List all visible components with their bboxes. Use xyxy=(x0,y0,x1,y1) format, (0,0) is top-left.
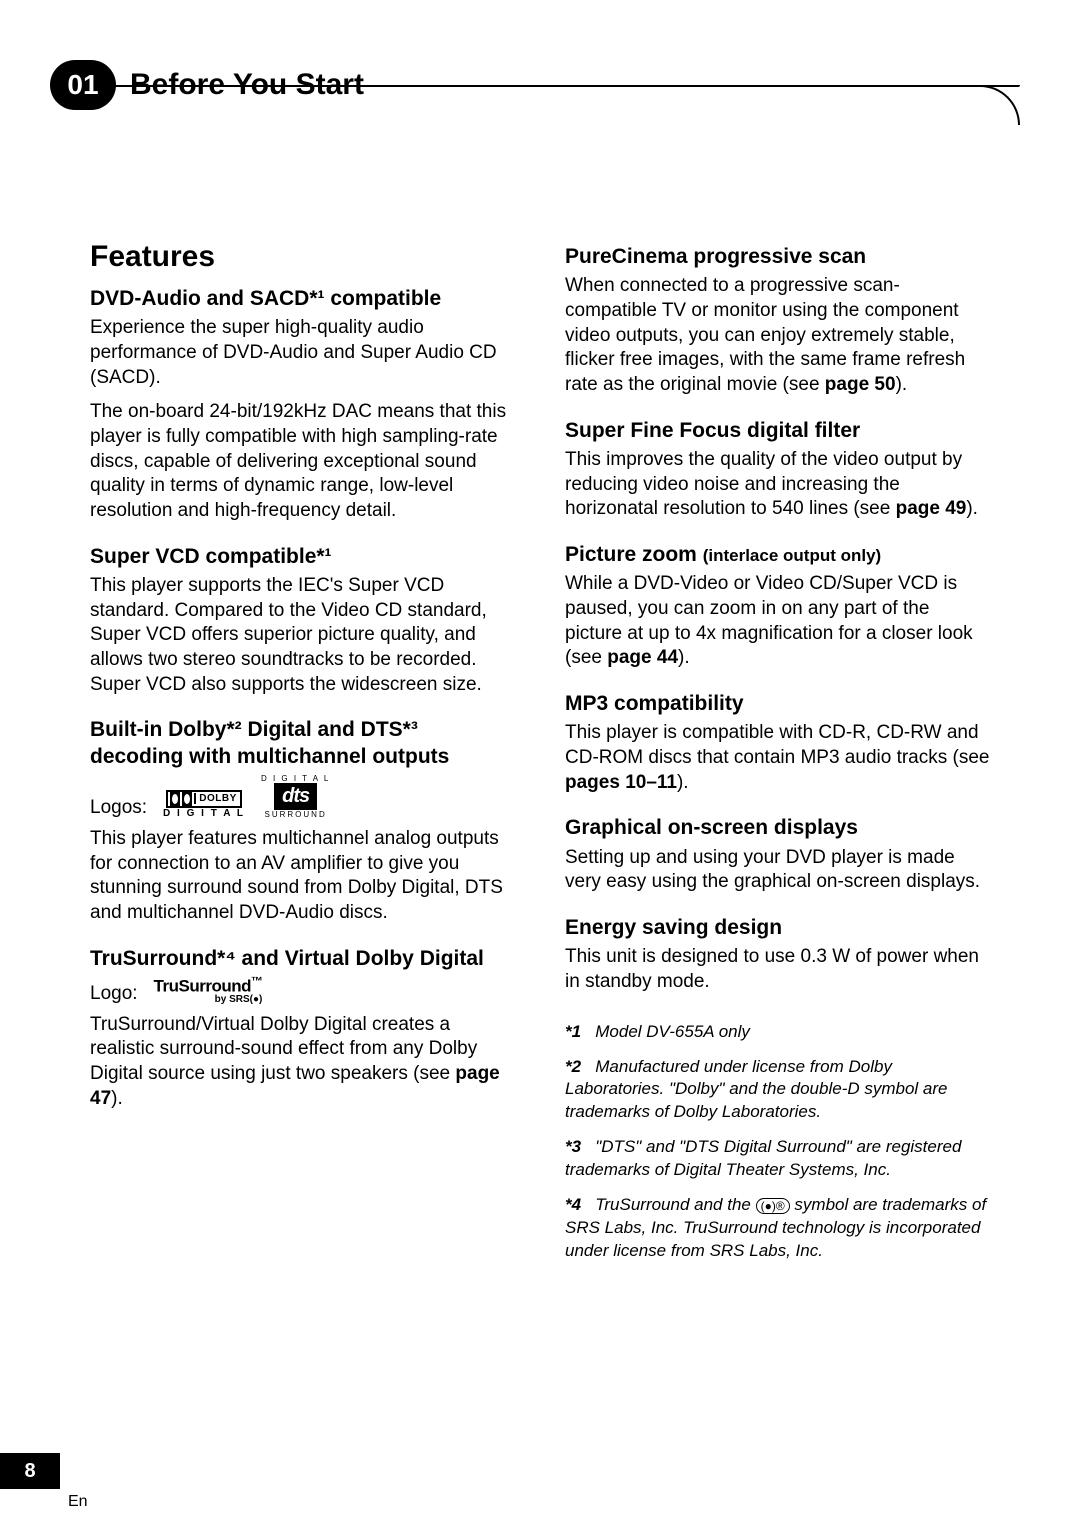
page-ref: page 50 xyxy=(825,374,896,395)
section-heading: Features xyxy=(90,240,515,274)
body-text: The on-board 24-bit/192kHz DAC means tha… xyxy=(90,400,515,523)
logos-row: Logos: DOLBY D I G I T A L D I G I T A L… xyxy=(90,774,515,819)
feature-heading-energy: Energy saving design xyxy=(565,915,990,941)
footnote-1: *1 Model DV-655A only xyxy=(565,1021,990,1044)
body-text: This player features multichannel analog… xyxy=(90,827,515,926)
chapter-header: 01 Before You Start xyxy=(90,60,990,120)
body-text: This player supports the IEC's Super VCD… xyxy=(90,574,515,697)
logos-label: Logos: xyxy=(90,797,147,819)
dts-text: dts xyxy=(274,783,317,810)
feature-heading-zoom: Picture zoom (interlace output only) xyxy=(565,542,990,568)
right-column: PureCinema progressive scan When connect… xyxy=(565,240,990,1275)
footnotes: *1 Model DV-655A only *2 Manufactured un… xyxy=(565,1021,990,1263)
dts-top-text: D I G I T A L xyxy=(261,774,330,783)
page-ref: pages 10–11 xyxy=(565,772,677,793)
header-curve xyxy=(960,85,1020,125)
chapter-title: Before You Start xyxy=(130,68,364,102)
dolby-text: DOLBY xyxy=(194,793,240,804)
logo-row: Logo: TruSurround™ by SRS(●) xyxy=(90,976,515,1005)
body-text: This improves the quality of the video o… xyxy=(565,448,990,522)
feature-heading-dvd-audio: DVD-Audio and SACD*¹ compatible xyxy=(90,286,515,312)
body-text: TruSurround/Virtual Dolby Digital create… xyxy=(90,1013,515,1112)
trusurround-logo: TruSurround™ by SRS(●) xyxy=(154,976,263,1005)
page-ref: page 44 xyxy=(607,647,678,668)
logo-label: Logo: xyxy=(90,983,138,1005)
feature-heading-purecinema: PureCinema progressive scan xyxy=(565,244,990,270)
dolby-subtext: D I G I T A L xyxy=(163,808,245,819)
feature-heading-trusurround: TruSurround*⁴ and Virtual Dolby Digital xyxy=(90,946,515,972)
body-text: While a DVD-Video or Video CD/Super VCD … xyxy=(565,572,990,671)
content-columns: Features DVD-Audio and SACD*¹ compatible… xyxy=(90,240,990,1275)
body-text: Setting up and using your DVD player is … xyxy=(565,846,990,895)
feature-heading-osd: Graphical on-screen displays xyxy=(565,815,990,841)
heading-qualifier: (interlace output only) xyxy=(703,546,882,565)
feature-heading-sff: Super Fine Focus digital filter xyxy=(565,418,990,444)
srs-symbol-icon: (●)® xyxy=(756,1198,790,1214)
body-text: Experience the super high-quality audio … xyxy=(90,316,515,390)
manual-page: 01 Before You Start Features DVD-Audio a… xyxy=(0,0,1080,1529)
feature-heading-dolby-dts: Built-in Dolby*² Digital and DTS*³ decod… xyxy=(90,717,515,770)
page-language: En xyxy=(68,1493,88,1511)
feature-heading-mp3: MP3 compatibility xyxy=(565,691,990,717)
footnote-3: *3 "DTS" and "DTS Digital Surround" are … xyxy=(565,1136,990,1182)
left-column: Features DVD-Audio and SACD*¹ compatible… xyxy=(90,240,515,1275)
srs-logo-top: TruSurround™ xyxy=(154,976,263,995)
dts-logo: D I G I T A L dts SURROUND xyxy=(261,774,330,819)
chapter-number-badge: 01 xyxy=(50,60,116,110)
body-text: When connected to a progressive scan-com… xyxy=(565,274,990,397)
body-text: This unit is designed to use 0.3 W of po… xyxy=(565,945,990,994)
dts-bottom-text: SURROUND xyxy=(265,810,327,819)
feature-heading-svcd: Super VCD compatible*¹ xyxy=(90,544,515,570)
srs-logo-bottom: by SRS(●) xyxy=(215,995,263,1005)
page-number: 8 xyxy=(0,1453,60,1489)
footnote-4: *4 TruSurround and the (●)® symbol are t… xyxy=(565,1194,990,1263)
dolby-digital-logo: DOLBY D I G I T A L xyxy=(163,790,245,819)
page-ref: page 49 xyxy=(896,498,967,519)
footnote-2: *2 Manufactured under license from Dolby… xyxy=(565,1056,990,1125)
body-text: This player is compatible with CD-R, CD-… xyxy=(565,721,990,795)
